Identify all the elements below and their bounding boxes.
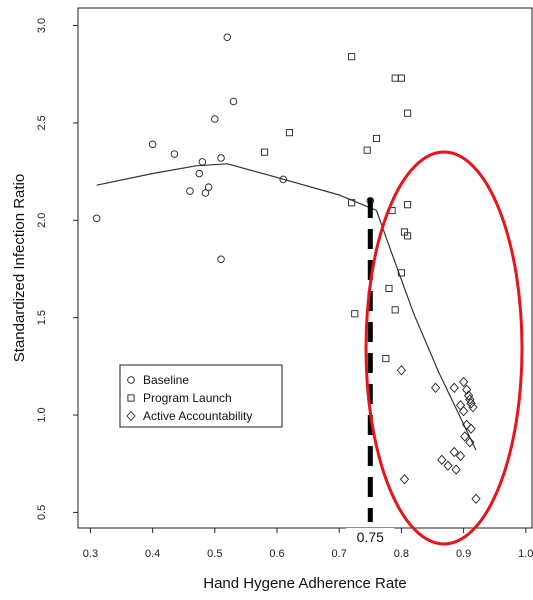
y-tick-label: 3.0 (36, 18, 48, 33)
point-program-launch (397, 269, 405, 277)
x-tick-label: 0.7 (332, 548, 347, 560)
point-program-launch (261, 148, 269, 156)
point-program-launch (372, 134, 381, 143)
y-tick-label: 2.0 (36, 213, 48, 228)
x-tick-label: 0.4 (145, 548, 160, 560)
legend: Baseline Program Launch Active Accountab… (119, 364, 283, 428)
point-program-launch (404, 232, 412, 240)
legend-box (119, 364, 283, 428)
point-program-launch (351, 310, 359, 318)
point-active-accountability (465, 437, 475, 448)
point-program-launch (348, 53, 356, 61)
point-active-accountability (466, 398, 476, 409)
point-active-accountability (471, 493, 481, 504)
y-axis: 0.5 1.0 1.5 2.0 2.5 3.0 (36, 18, 78, 520)
threshold-label: 0.75 (357, 529, 384, 545)
x-axis-title: Hand Hygene Adherence Rate (203, 575, 406, 592)
data-points (92, 33, 481, 504)
point-program-launch (397, 74, 405, 82)
point-baseline (170, 150, 179, 158)
y-tick-label: 2.5 (36, 115, 48, 130)
point-active-accountability (465, 394, 475, 405)
point-program-launch (363, 146, 371, 154)
point-program-launch (391, 74, 399, 82)
point-baseline (198, 158, 207, 166)
point-baseline (223, 33, 232, 41)
x-tick-label: 1.0 (518, 548, 533, 560)
highlight-ellipse (364, 150, 524, 546)
point-baseline (201, 189, 210, 197)
x-tick-label: 0.6 (269, 548, 284, 560)
x-tick-label: 0.3 (83, 548, 98, 560)
legend-label-program-launch: Program Launch (143, 391, 232, 405)
point-baseline (229, 97, 238, 106)
point-baseline (92, 214, 101, 223)
legend-label-active-accountability: Active Accountability (143, 409, 252, 423)
point-active-accountability (462, 384, 472, 395)
point-active-accountability (449, 446, 459, 458)
point-baseline (204, 183, 213, 191)
y-tick-label: 1.0 (36, 407, 48, 422)
point-active-accountability (458, 405, 469, 417)
legend-square-marker (127, 394, 135, 402)
plot-frame (77, 7, 533, 529)
point-active-accountability (451, 464, 461, 475)
point-baseline (279, 175, 287, 184)
point-active-accountability (399, 474, 410, 485)
point-active-accountability (455, 450, 466, 462)
legend-label-baseline: Baseline (143, 373, 189, 387)
point-baseline (211, 115, 219, 123)
x-tick-label: 0.9 (456, 548, 471, 560)
point-active-accountability (462, 419, 472, 430)
legend-circle-marker (127, 376, 135, 384)
trend-line (96, 163, 477, 451)
point-baseline (195, 169, 204, 178)
point-baseline (217, 255, 225, 263)
point-active-accountability (455, 400, 466, 411)
point-program-launch (348, 199, 356, 207)
x-axis: 0.3 0.4 0.5 0.6 0.7 0.8 0.9 1.0 (83, 528, 533, 560)
point-active-accountability (468, 402, 478, 413)
point-active-accountability (443, 460, 453, 471)
point-active-accountability (466, 423, 476, 434)
point-program-launch (382, 355, 390, 363)
x-tick-label: 0.8 (394, 548, 409, 560)
point-program-launch (404, 201, 412, 209)
point-program-launch (285, 129, 294, 137)
point-baseline (148, 140, 157, 149)
point-active-accountability (431, 382, 441, 393)
threshold-label-box (346, 528, 395, 546)
y-tick-label: 0.5 (36, 505, 48, 520)
point-baseline (186, 187, 194, 195)
point-active-accountability (458, 376, 469, 388)
point-active-accountability (396, 365, 406, 376)
point-program-launch (404, 109, 412, 117)
x-tick-label: 0.5 (207, 548, 222, 560)
point-active-accountability (463, 390, 474, 401)
point-baseline (217, 154, 225, 162)
point-active-accountability (449, 382, 459, 393)
point-active-accountability (437, 454, 447, 466)
point-program-launch (385, 284, 393, 292)
y-tick-label: 1.5 (36, 310, 48, 325)
y-axis-title: Standardized Infection Ratio (11, 174, 28, 362)
legend-diamond-marker (126, 410, 136, 422)
point-active-accountability (460, 431, 470, 442)
point-program-launch (391, 306, 399, 314)
